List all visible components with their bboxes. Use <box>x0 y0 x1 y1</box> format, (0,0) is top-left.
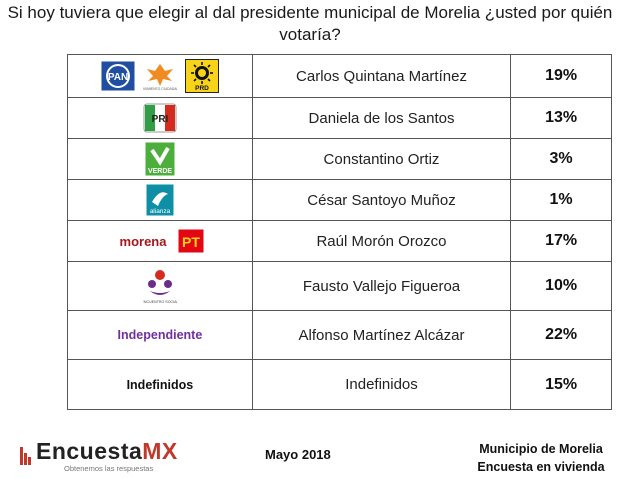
svg-text:ENCUENTRO SOCIAL: ENCUENTRO SOCIAL <box>143 300 177 304</box>
prd-logo-icon: PRD <box>184 59 219 93</box>
svg-text:PT: PT <box>182 234 200 250</box>
svg-text:PAN: PAN <box>108 72 128 83</box>
party-cell: morena PT <box>67 220 253 262</box>
percent-value: 1% <box>510 179 612 221</box>
nueva-alianza-logo-icon: alianza <box>146 184 174 216</box>
verde-logo-icon: VERDE <box>145 142 175 176</box>
candidate-name: César Santoyo Muñoz <box>251 179 512 221</box>
percent-value: 17% <box>510 220 612 262</box>
table-row: ENCUENTRO SOCIAL Fausto Vallejo Figueroa… <box>67 261 612 311</box>
table-row: Indefinidos Indefinidos 15% <box>67 359 612 410</box>
survey-method: Encuesta en vivienda <box>477 460 605 474</box>
table-row: PAN MOVIMIENTO CIUDADANO <box>67 54 612 98</box>
morena-logo-icon: morena <box>116 231 170 251</box>
svg-text:MOVIMIENTO CIUDADANO: MOVIMIENTO CIUDADANO <box>143 87 177 91</box>
pt-logo-icon: PT <box>178 229 204 253</box>
encuentro-social-logo-icon: ENCUENTRO SOCIAL <box>143 267 177 305</box>
poll-table: PAN MOVIMIENTO CIUDADANO <box>67 54 612 410</box>
table-row: VERDE Constantino Ortiz 3% <box>67 138 612 180</box>
party-cell: alianza <box>67 179 253 221</box>
party-label: Independiente <box>117 328 203 342</box>
percent-value: 22% <box>510 310 612 360</box>
party-cell: Independiente <box>67 310 253 360</box>
percent-value: 13% <box>510 97 612 139</box>
movimiento-ciudadano-logo-icon: MOVIMIENTO CIUDADANO <box>143 61 177 91</box>
candidate-name: Constantino Ortiz <box>251 138 512 180</box>
table-row: morena PT Raúl Morón Orozco 17% <box>67 220 612 262</box>
party-cell: VERDE <box>67 138 253 180</box>
candidate-name: Indefinidos <box>251 359 512 410</box>
survey-location: Municipio de Morelia <box>479 442 603 456</box>
svg-text:PRD: PRD <box>195 85 209 92</box>
percent-value: 15% <box>510 359 612 410</box>
encuestamx-logo: EncuestaMX Obtenemos las respuestas <box>20 438 178 473</box>
candidate-name: Alfonso Martínez Alcázar <box>251 310 512 360</box>
table-row: alianza César Santoyo Muñoz 1% <box>67 179 612 221</box>
svg-text:morena: morena <box>119 234 167 249</box>
table-row: Independiente Alfonso Martínez Alcázar 2… <box>67 310 612 360</box>
svg-text:PRI: PRI <box>152 114 169 125</box>
brand-prefix: Encuesta <box>36 438 143 464</box>
brand-mark-icon <box>20 447 31 465</box>
percent-value: 3% <box>510 138 612 180</box>
survey-info: Municipio de Morelia Encuesta en viviend… <box>466 440 616 476</box>
survey-date: Mayo 2018 <box>265 447 331 462</box>
party-cell: PRI <box>67 97 253 139</box>
pan-logo-icon: PAN <box>101 61 135 91</box>
brand-suffix: MX <box>142 438 178 464</box>
candidate-name: Fausto Vallejo Figueroa <box>251 261 512 311</box>
brand-tagline: Obtenemos las respuestas <box>64 464 154 473</box>
candidate-name: Raúl Morón Orozco <box>251 220 512 262</box>
svg-text:VERDE: VERDE <box>148 168 172 175</box>
party-cell: PAN MOVIMIENTO CIUDADANO <box>67 54 253 98</box>
percent-value: 19% <box>510 54 612 98</box>
party-cell: Indefinidos <box>67 359 253 410</box>
page-title: Si hoy tuviera que elegir al dal preside… <box>7 3 613 44</box>
svg-text:alianza: alianza <box>150 208 171 215</box>
percent-value: 10% <box>510 261 612 311</box>
pri-logo-icon: PRI <box>143 103 177 133</box>
candidate-name: Carlos Quintana Martínez <box>251 54 512 98</box>
party-cell: ENCUENTRO SOCIAL <box>67 261 253 311</box>
candidate-name: Daniela de los Santos <box>251 97 512 139</box>
party-label: Indefinidos <box>126 377 194 392</box>
table-row: PRI Daniela de los Santos 13% <box>67 97 612 139</box>
